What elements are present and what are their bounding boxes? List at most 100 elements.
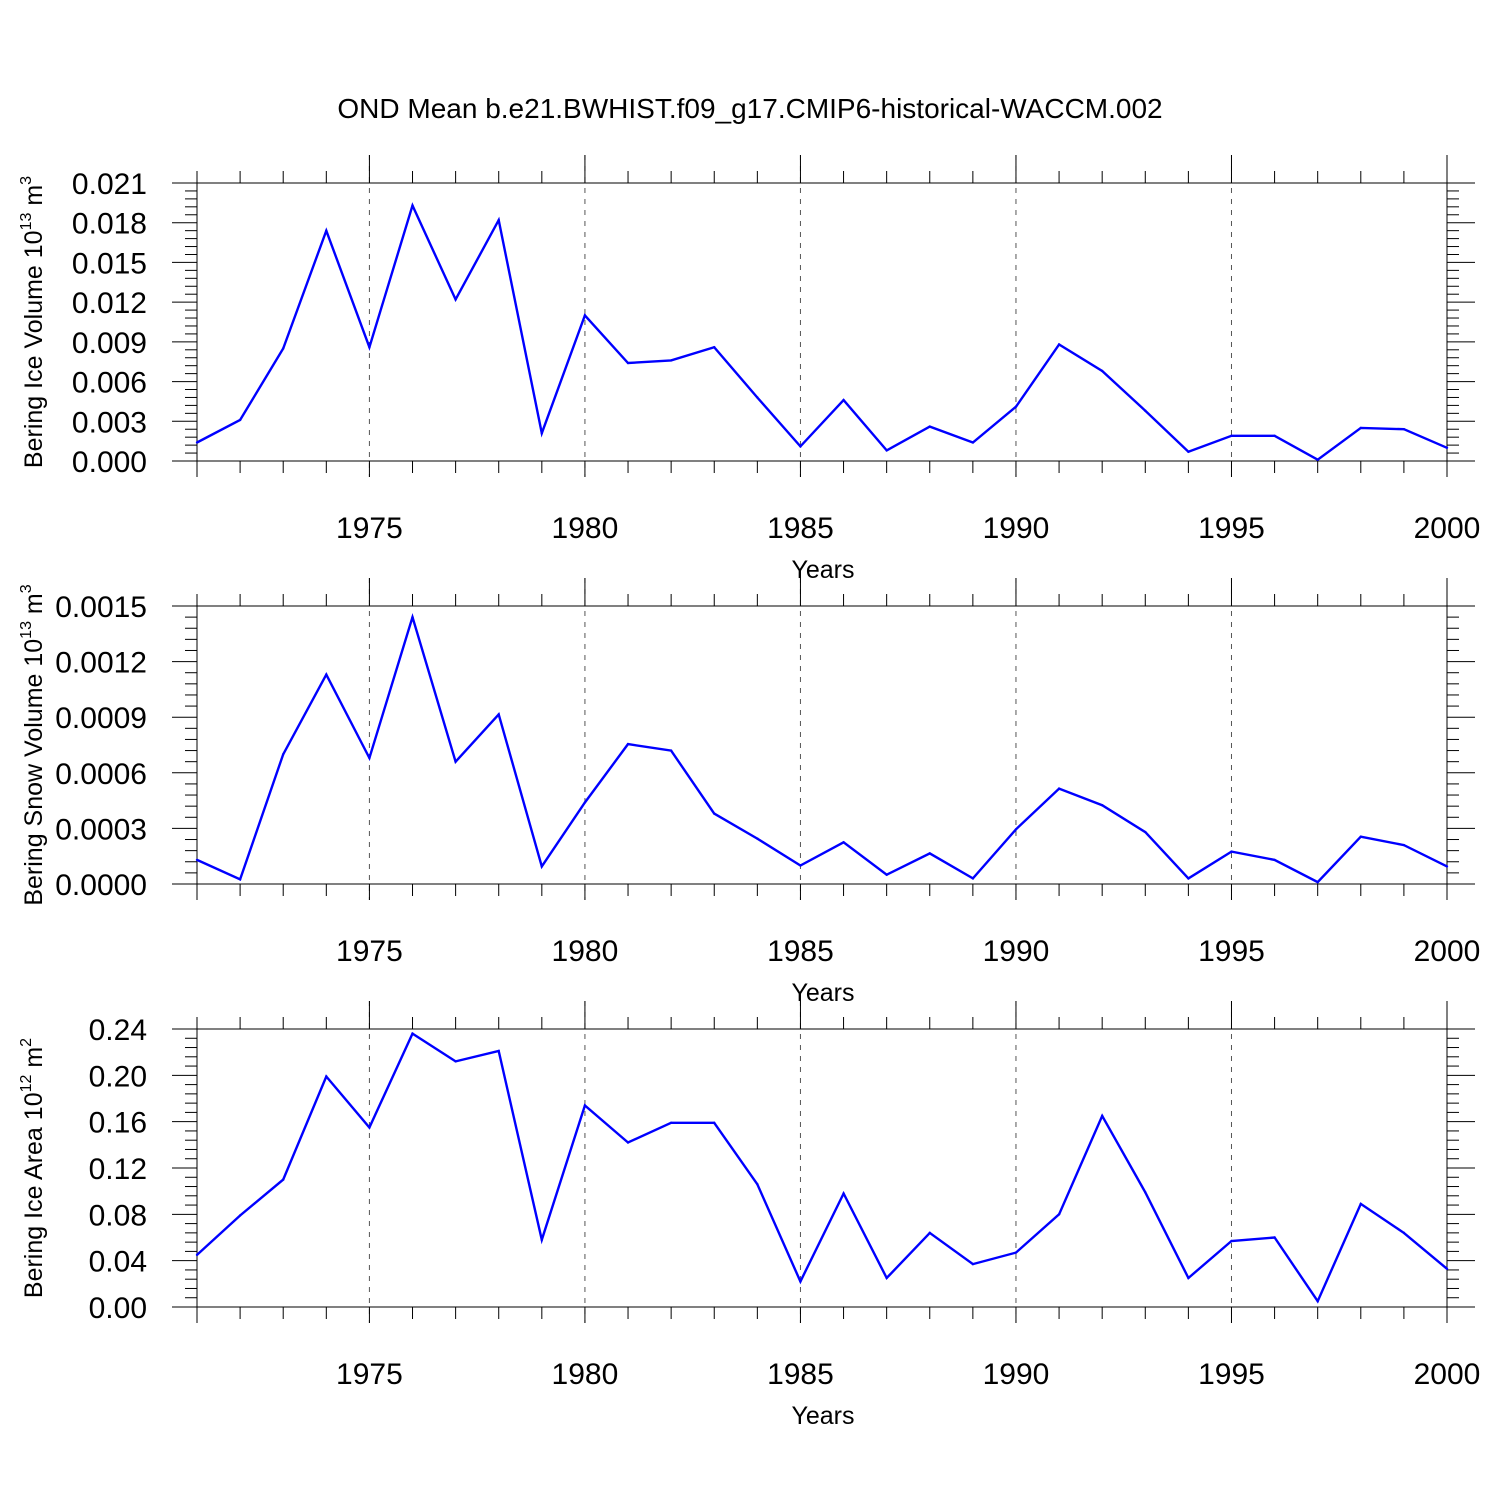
data-point xyxy=(1359,1202,1362,1206)
data-point xyxy=(928,1231,931,1235)
data-point xyxy=(325,1075,328,1078)
data-point xyxy=(842,841,845,844)
y-label-unit: m xyxy=(20,1047,48,1075)
data-point xyxy=(885,1276,888,1280)
data-point xyxy=(885,873,888,876)
data-point xyxy=(411,615,414,619)
data-point xyxy=(1144,830,1147,834)
data-point xyxy=(1144,1191,1147,1194)
data-point xyxy=(1273,858,1276,862)
y-tick-label: 0.021 xyxy=(72,168,147,201)
data-point xyxy=(756,837,759,840)
data-point xyxy=(1230,1239,1233,1243)
data-point xyxy=(842,1192,845,1195)
data-point xyxy=(411,1032,414,1035)
panel-1: 0.000 0.003 0.006 0.009 0.012 0.015 0.018 0.021… xyxy=(18,155,1480,584)
y-tick-label: 0.0006 xyxy=(55,758,147,791)
data-point xyxy=(1445,1267,1449,1270)
data-point xyxy=(799,445,802,448)
x-tick-label: 1975 xyxy=(336,512,403,545)
data-point xyxy=(540,432,544,435)
y-tick-label: 0.12 xyxy=(89,1153,147,1186)
data-point xyxy=(713,812,716,815)
y-label-exponent: 12 xyxy=(18,1074,35,1092)
data-point xyxy=(1100,804,1104,807)
y-tick-label: 0.0009 xyxy=(55,702,147,735)
y-tick-label: 0.16 xyxy=(89,1107,147,1140)
panel-2: 0.0000 0.0003 0.0006 0.0009 0.0012 0.0015 1975… xyxy=(18,578,1480,1007)
data-point xyxy=(756,1183,759,1186)
data-point xyxy=(713,345,716,349)
data-point xyxy=(971,877,975,880)
y-label-unit: m xyxy=(20,593,48,621)
data-point xyxy=(1359,426,1362,430)
data-point xyxy=(1100,1114,1104,1118)
y-tick-label: 0.00 xyxy=(89,1292,147,1325)
data-point xyxy=(928,425,931,428)
x-tick-label: 1980 xyxy=(552,935,619,968)
x-tick-label: 1985 xyxy=(767,512,834,545)
y-label-unit-exponent: 3 xyxy=(18,176,35,185)
x-tick-label: 1990 xyxy=(983,1358,1050,1391)
y-tick-label: 0.003 xyxy=(72,406,147,439)
data-point xyxy=(497,1049,500,1053)
y-label-text: Bering Snow Volume 10 xyxy=(20,639,48,906)
data-point xyxy=(626,742,630,746)
x-axis-label: Years xyxy=(791,1402,854,1430)
y-label-unit-exponent: 2 xyxy=(18,1038,35,1047)
y-axis-label: Bering Ice Area 1012 m2 xyxy=(18,1038,48,1298)
series-line xyxy=(196,1031,1448,1304)
y-label-text: Bering Ice Area 10 xyxy=(20,1092,48,1298)
data-point xyxy=(971,1262,975,1266)
data-point xyxy=(842,398,845,402)
y-tick-label: 0.009 xyxy=(72,327,147,360)
data-point xyxy=(282,347,285,350)
data-point xyxy=(799,864,802,867)
data-point xyxy=(1402,843,1406,847)
x-tick-label: 2000 xyxy=(1414,935,1481,968)
y-tick-label: 0.000 xyxy=(72,446,147,479)
data-point xyxy=(1187,877,1190,880)
y-label-exponent: 13 xyxy=(18,621,35,639)
y-label-unit: m xyxy=(20,185,48,213)
data-point xyxy=(1402,428,1406,431)
series-line xyxy=(196,202,1448,462)
data-point xyxy=(238,1214,242,1217)
x-tick-label: 2000 xyxy=(1414,512,1481,545)
series-line xyxy=(196,612,1448,884)
x-tick-label: 1995 xyxy=(1198,1358,1265,1391)
y-axis-label: Bering Ice Volume 1013 m3 xyxy=(18,176,48,468)
data-point xyxy=(1445,865,1449,868)
x-tick-label: 1990 xyxy=(983,935,1050,968)
y-tick-label: 0.24 xyxy=(89,1014,147,1047)
data-point xyxy=(368,1126,371,1129)
data-point xyxy=(497,218,500,222)
data-point xyxy=(799,1280,802,1283)
data-point xyxy=(195,1253,199,1257)
x-tick-label: 1995 xyxy=(1198,935,1265,968)
x-tick-label: 1980 xyxy=(552,512,619,545)
y-tick-label: 0.0012 xyxy=(55,647,147,680)
y-tick-label: 0.04 xyxy=(89,1246,147,1279)
data-point xyxy=(1144,409,1147,412)
x-axis-label: Years xyxy=(791,556,854,584)
y-label-unit-exponent: 3 xyxy=(18,584,35,593)
data-point xyxy=(282,1178,285,1181)
x-tick-label: 2000 xyxy=(1414,1358,1481,1391)
y-tick-label: 0.0000 xyxy=(55,869,147,902)
data-point xyxy=(583,1104,587,1107)
y-tick-label: 0.018 xyxy=(72,208,147,241)
data-point xyxy=(1273,1236,1276,1239)
data-point xyxy=(971,441,975,444)
data-point xyxy=(626,361,630,365)
y-tick-label: 0.0003 xyxy=(55,813,147,846)
data-point xyxy=(669,359,673,362)
data-point xyxy=(454,298,457,301)
data-point xyxy=(1402,1231,1406,1235)
data-point xyxy=(583,314,587,317)
data-point xyxy=(669,749,673,752)
data-point xyxy=(669,1121,673,1125)
data-point xyxy=(1316,458,1319,461)
